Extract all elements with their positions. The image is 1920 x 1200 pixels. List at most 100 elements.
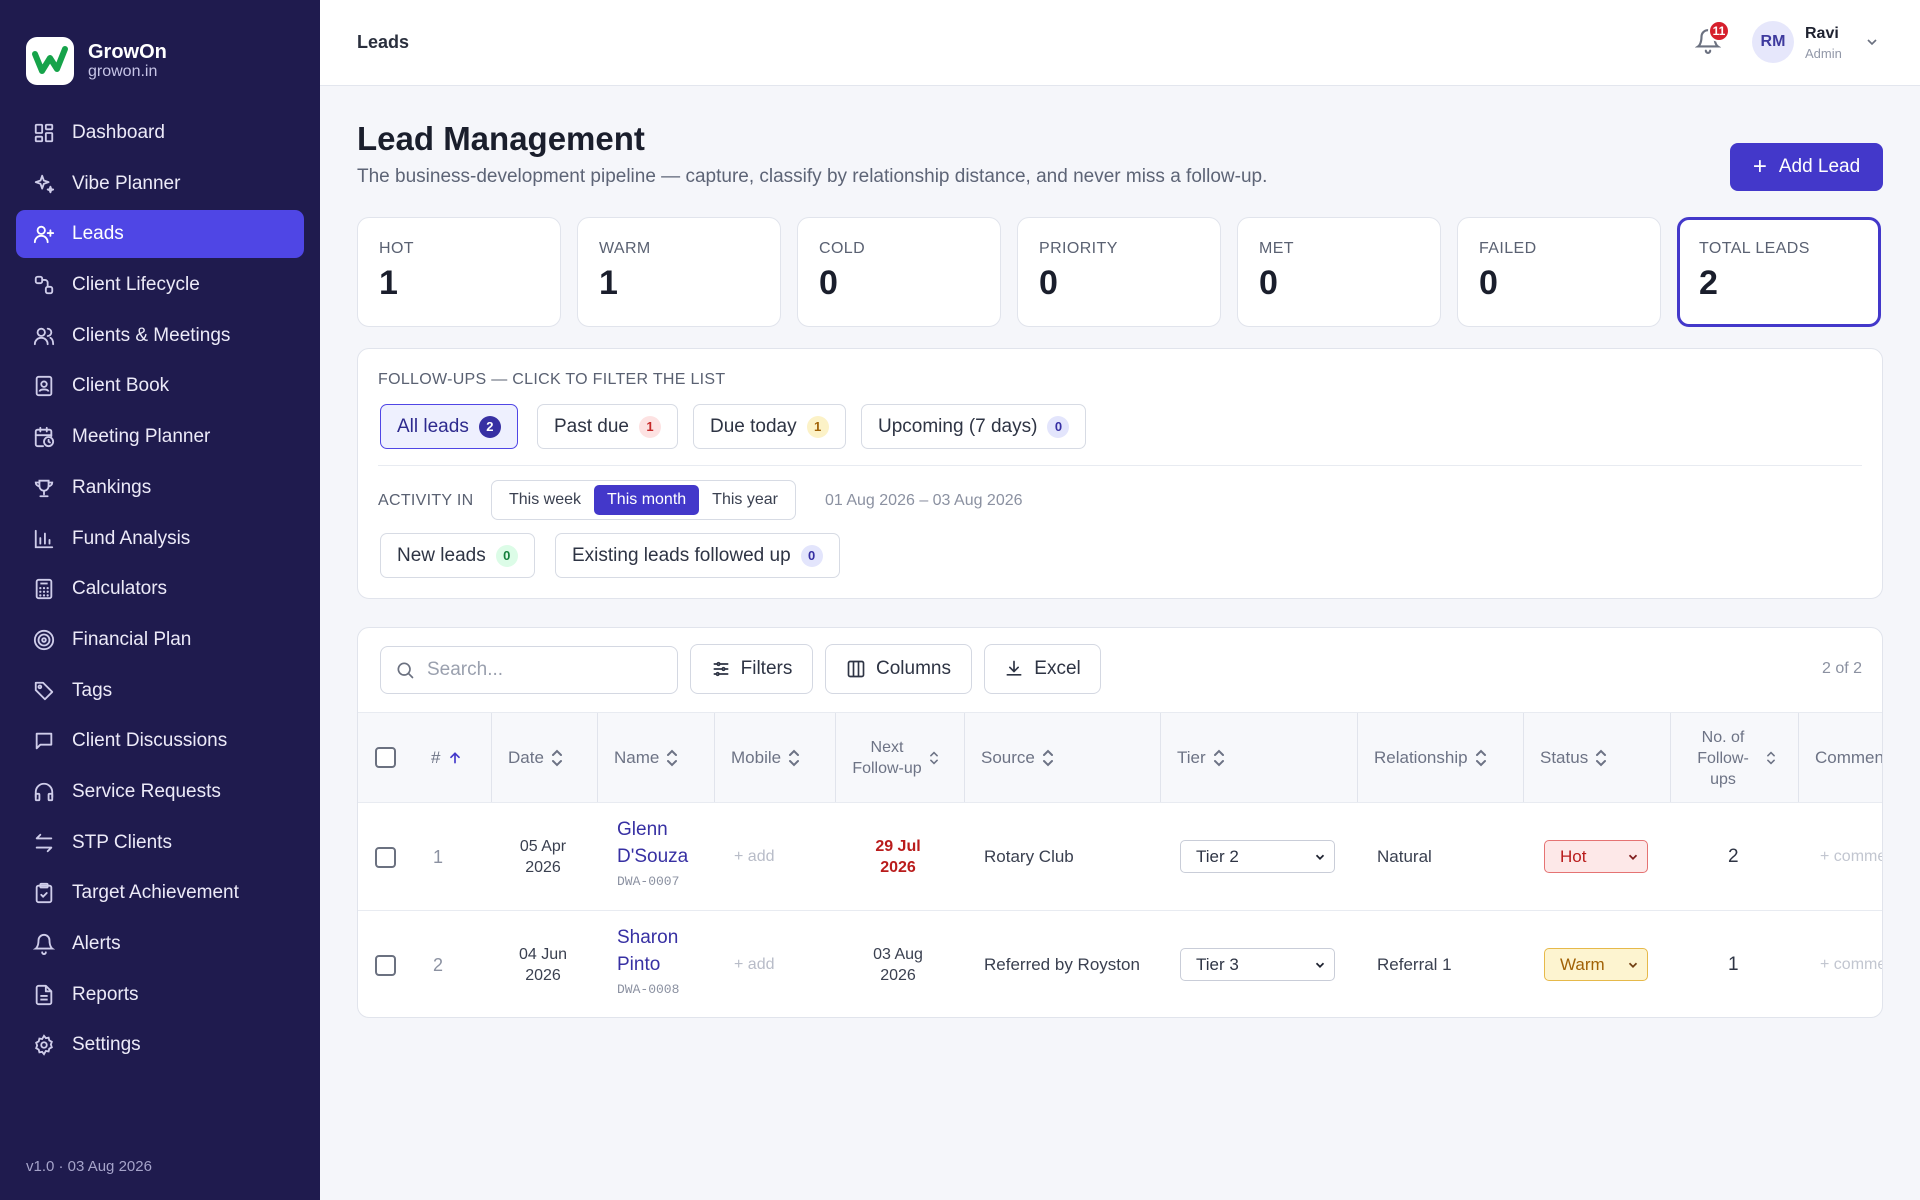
column-header-next-followup[interactable]: Next Follow-up — [835, 713, 964, 803]
sort-icon — [1213, 749, 1225, 767]
column-header-followup-count[interactable]: No. of Follow-ups — [1670, 713, 1798, 803]
stat-card-failed[interactable]: FAILED 0 — [1457, 217, 1661, 327]
sidebar-item-client-lifecycle[interactable]: Client Lifecycle — [16, 261, 304, 309]
header-label: Comments — [1815, 748, 1883, 767]
lead-id: DWA-0008 — [617, 982, 680, 997]
add-mobile-link[interactable]: + add — [734, 956, 775, 973]
sidebar-item-clients-meetings[interactable]: Clients & Meetings — [16, 312, 304, 360]
user-name[interactable]: Ravi — [1805, 25, 1839, 42]
stat-card-priority[interactable]: PRIORITY 0 — [1017, 217, 1221, 327]
lead-name-link[interactable]: Glenn D'Souza — [617, 819, 689, 867]
status-value: Hot — [1560, 846, 1587, 866]
sidebar-item-service-requests[interactable]: Service Requests — [16, 768, 304, 816]
table-row[interactable]: 2 04 Jun 2026 Sharon Pinto DWA-0008 + ad… — [358, 910, 1882, 1017]
sort-icon — [929, 751, 939, 765]
chip-count: 0 — [495, 544, 518, 567]
tier-select[interactable]: Tier 2 — [1180, 840, 1335, 873]
period-this-year[interactable]: This year — [712, 491, 778, 508]
chip-upcoming[interactable]: Upcoming (7 days) 0 — [861, 404, 1087, 449]
sidebar-item-settings[interactable]: Settings — [16, 1021, 304, 1069]
stat-card-total-leads[interactable]: TOTAL LEADS 2 — [1677, 217, 1881, 327]
column-header-mobile[interactable]: Mobile — [714, 713, 835, 803]
column-header-name[interactable]: Name — [597, 713, 714, 803]
sidebar-item-tags[interactable]: Tags — [16, 667, 304, 715]
column-header-comments[interactable]: Comments — [1798, 713, 1883, 803]
file-text-icon — [32, 983, 56, 1007]
sidebar-item-financial-plan[interactable]: Financial Plan — [16, 616, 304, 664]
table-row[interactable]: 1 05 Apr 2026 Glenn D'Souza DWA-0007 + a… — [358, 802, 1882, 910]
sidebar-item-client-discussions[interactable]: Client Discussions — [16, 717, 304, 765]
sidebar-item-target-achievement[interactable]: Target Achievement — [16, 869, 304, 917]
period-this-week[interactable]: This week — [509, 491, 582, 508]
lead-name-cell: Sharon Pinto DWA-0008 — [617, 924, 707, 997]
chip-all-leads[interactable]: All leads 2 — [380, 404, 518, 449]
excel-export-button[interactable]: Excel — [984, 644, 1101, 694]
column-header-date[interactable]: Date — [491, 713, 597, 803]
activity-label: ACTIVITY IN — [378, 492, 474, 509]
status-select[interactable]: Hot — [1544, 840, 1648, 873]
stat-cards: HOT 1 WARM 1 COLD 0 PRIORITY 0 MET 0 FAILED 0 … — [357, 217, 1883, 327]
sidebar-item-meeting-planner[interactable]: Meeting Planner — [16, 413, 304, 461]
stat-card-warm[interactable]: WARM 1 — [577, 217, 781, 327]
next-followup-text: 03 Aug 2026 — [873, 946, 923, 984]
status-select[interactable]: Warm — [1544, 948, 1648, 981]
clipboard-check-icon — [32, 881, 56, 905]
brand[interactable]: GrowOn growon.in — [26, 37, 167, 85]
add-comment-link[interactable]: + comment — [1820, 956, 1882, 973]
sidebar-item-stp-clients[interactable]: STP Clients — [16, 819, 304, 867]
chip-due-today[interactable]: Due today 1 — [693, 404, 846, 449]
notifications-bell-icon[interactable] — [1695, 28, 1723, 56]
chip-past-due[interactable]: Past due 1 — [537, 404, 678, 449]
chip-new-leads[interactable]: New leads 0 — [380, 533, 535, 578]
tier-select[interactable]: Tier 3 — [1180, 948, 1335, 981]
header-label: Relationship — [1374, 748, 1468, 767]
column-header-status[interactable]: Status — [1523, 713, 1670, 803]
column-header-relationship[interactable]: Relationship — [1357, 713, 1523, 803]
sidebar-item-calculators[interactable]: Calculators — [16, 565, 304, 613]
filters-button[interactable]: Filters — [690, 644, 813, 694]
sidebar-item-alerts[interactable]: Alerts — [16, 920, 304, 968]
breadcrumb: Leads — [357, 32, 410, 52]
sidebar-item-label: Tags — [72, 679, 113, 701]
avatar[interactable]: RM — [1752, 21, 1794, 63]
add-lead-button[interactable]: + Add Lead — [1730, 143, 1883, 191]
search-box[interactable] — [380, 646, 678, 694]
row-checkbox[interactable] — [375, 955, 396, 976]
sidebar-item-client-book[interactable]: Client Book — [16, 362, 304, 410]
select-all-checkbox[interactable] — [375, 747, 396, 768]
sparkles-icon — [32, 172, 56, 196]
stat-card-met[interactable]: MET 0 — [1237, 217, 1441, 327]
add-comment-link[interactable]: + comment — [1820, 848, 1882, 865]
stat-label: MET — [1259, 240, 1294, 257]
sidebar-item-label: Client Lifecycle — [72, 274, 200, 296]
search-input[interactable] — [427, 659, 667, 681]
chip-label: New leads — [397, 544, 486, 566]
column-header-source[interactable]: Source — [964, 713, 1160, 803]
message-icon — [32, 729, 56, 753]
stat-card-hot[interactable]: HOT 1 — [357, 217, 561, 327]
lead-source: Rotary Club — [984, 847, 1074, 866]
add-mobile-link[interactable]: + add — [734, 848, 775, 865]
columns-button[interactable]: Columns — [825, 644, 972, 694]
chip-existing-followed-up[interactable]: Existing leads followed up 0 — [555, 533, 840, 578]
sidebar-item-fund-analysis[interactable]: Fund Analysis — [16, 515, 304, 563]
next-followup-text: 29 Jul 2026 — [875, 838, 921, 876]
sidebar-item-leads[interactable]: Leads — [16, 210, 304, 259]
sidebar-item-reports[interactable]: Reports — [16, 971, 304, 1019]
sliders-icon — [711, 659, 741, 679]
column-header-tier[interactable]: Tier — [1160, 713, 1357, 803]
sidebar-item-rankings[interactable]: Rankings — [16, 464, 304, 512]
chevron-down-icon[interactable] — [1864, 34, 1880, 50]
header-label: Status — [1540, 748, 1589, 767]
tag-icon — [32, 679, 56, 703]
sidebar-item-label: Reports — [72, 983, 139, 1005]
period-this-month[interactable]: This month — [594, 485, 700, 515]
column-header-number[interactable]: # — [415, 713, 465, 803]
gear-icon — [32, 1033, 56, 1057]
result-count: 2 of 2 — [1821, 660, 1862, 677]
lead-name-link[interactable]: Sharon Pinto — [617, 927, 679, 975]
sidebar-item-dashboard[interactable]: Dashboard — [16, 109, 304, 157]
sidebar-item-vibe-planner[interactable]: Vibe Planner — [16, 160, 304, 208]
row-checkbox[interactable] — [375, 847, 396, 868]
stat-card-cold[interactable]: COLD 0 — [797, 217, 1001, 327]
